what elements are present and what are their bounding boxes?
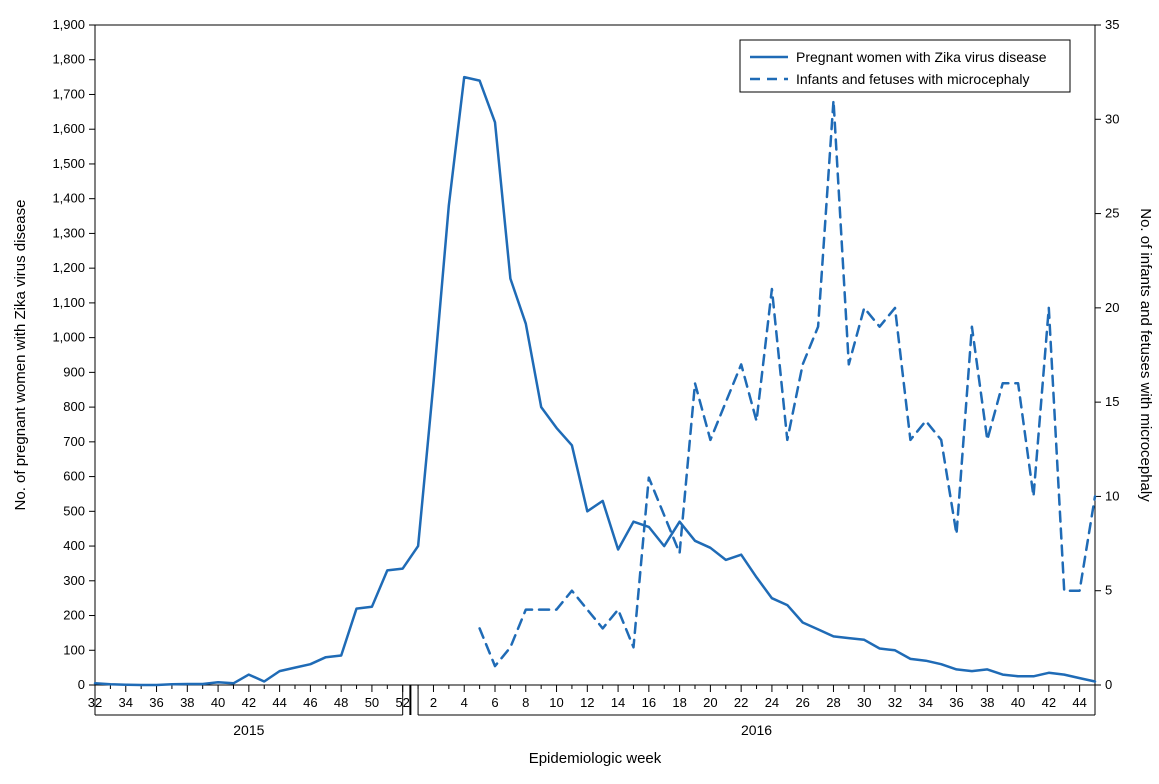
y-right-tick-label: 30	[1105, 111, 1119, 126]
legend-label: Infants and fetuses with microcephaly	[796, 71, 1029, 87]
y-left-tick-label: 1,600	[52, 121, 85, 136]
x-tick-label: 2	[430, 695, 437, 710]
x-year-label-2015: 2015	[233, 722, 264, 738]
y-left-tick-label: 1,500	[52, 156, 85, 171]
y-left-tick-label: 300	[63, 573, 85, 588]
x-tick-label: 24	[765, 695, 779, 710]
y-right-tick-label: 15	[1105, 394, 1119, 409]
x-tick-label: 14	[611, 695, 625, 710]
y-left-tick-label: 0	[78, 677, 85, 692]
y-left-tick-label: 500	[63, 503, 85, 518]
x-tick-label: 16	[642, 695, 656, 710]
x-tick-label: 44	[272, 695, 286, 710]
x-tick-label: 34	[119, 695, 133, 710]
x-tick-label: 44	[1072, 695, 1086, 710]
x-tick-label: 30	[857, 695, 871, 710]
x-tick-label: 36	[949, 695, 963, 710]
x-tick-label: 36	[149, 695, 163, 710]
y-left-tick-label: 1,400	[52, 191, 85, 206]
x-tick-label: 18	[672, 695, 686, 710]
x-year-label-2016: 2016	[741, 722, 772, 738]
y-left-tick-label: 1,100	[52, 295, 85, 310]
y-left-tick-label: 1,900	[52, 17, 85, 32]
chart-svg: 01002003004005006007008009001,0001,1001,…	[0, 0, 1159, 784]
x-tick-label: 38	[980, 695, 994, 710]
x-tick-label: 40	[1011, 695, 1025, 710]
legend-label: Pregnant women with Zika virus disease	[796, 49, 1047, 65]
y-right-axis-label: No. of infants and fetuses with microcep…	[1137, 208, 1154, 502]
x-tick-label: 40	[211, 695, 225, 710]
x-tick-label: 8	[522, 695, 529, 710]
y-left-tick-label: 900	[63, 364, 85, 379]
x-tick-label: 28	[826, 695, 840, 710]
x-tick-label: 4	[461, 695, 468, 710]
y-left-tick-label: 1,300	[52, 225, 85, 240]
plot-border	[95, 25, 1095, 685]
y-left-tick-label: 700	[63, 434, 85, 449]
y-right-tick-label: 35	[1105, 17, 1119, 32]
x-tick-label: 26	[795, 695, 809, 710]
y-right-tick-label: 0	[1105, 677, 1112, 692]
y-left-tick-label: 1,700	[52, 86, 85, 101]
dual-axis-line-chart: 01002003004005006007008009001,0001,1001,…	[0, 0, 1159, 784]
y-left-tick-label: 200	[63, 608, 85, 623]
series-pregnant-women	[95, 77, 1095, 685]
x-tick-label: 22	[734, 695, 748, 710]
y-left-tick-label: 400	[63, 538, 85, 553]
x-tick-label: 6	[491, 695, 498, 710]
y-left-tick-label: 100	[63, 642, 85, 657]
y-left-tick-label: 1,200	[52, 260, 85, 275]
y-left-tick-label: 1,800	[52, 52, 85, 67]
series-microcephaly	[480, 100, 1095, 666]
y-right-tick-label: 20	[1105, 300, 1119, 315]
x-tick-label: 48	[334, 695, 348, 710]
y-left-tick-label: 1,000	[52, 330, 85, 345]
x-tick-label: 10	[549, 695, 563, 710]
x-tick-label: 38	[180, 695, 194, 710]
y-left-tick-label: 800	[63, 399, 85, 414]
x-tick-label: 20	[703, 695, 717, 710]
x-tick-label: 50	[365, 695, 379, 710]
x-tick-label: 12	[580, 695, 594, 710]
x-axis-label: Epidemiologic week	[529, 750, 662, 767]
y-right-tick-label: 10	[1105, 488, 1119, 503]
x-tick-label: 42	[242, 695, 256, 710]
x-tick-label: 34	[919, 695, 933, 710]
x-tick-label: 32	[888, 695, 902, 710]
y-right-tick-label: 25	[1105, 206, 1119, 221]
y-left-tick-label: 600	[63, 469, 85, 484]
y-left-axis-label: No. of pregnant women with Zika virus di…	[12, 200, 29, 511]
x-tick-label: 42	[1042, 695, 1056, 710]
x-tick-label: 46	[303, 695, 317, 710]
y-right-tick-label: 5	[1105, 583, 1112, 598]
